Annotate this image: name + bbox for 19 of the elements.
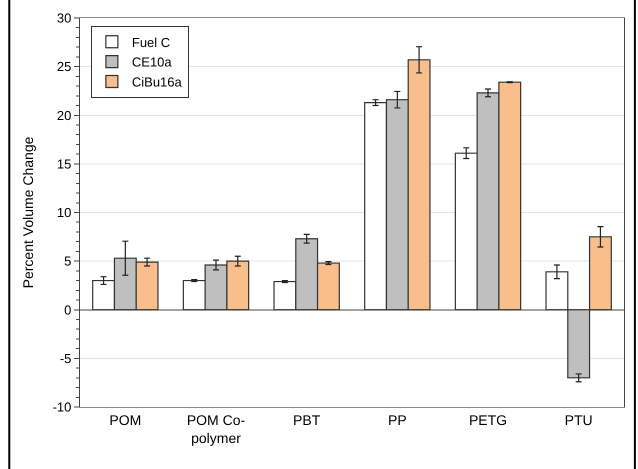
x-tick-label: PP: [388, 412, 407, 428]
y-tick-label: 15: [56, 156, 72, 172]
legend-label: Fuel C: [132, 34, 170, 50]
legend-label: CE10a: [132, 54, 172, 70]
y-tick-label: -5: [60, 350, 72, 366]
x-tick-label: PETG: [468, 412, 508, 428]
y-axis-title: Percent Volume Change: [20, 136, 36, 288]
y-tick-label: 0: [64, 302, 72, 318]
x-tick-label: PBT: [293, 412, 321, 428]
x-tick-label: PTU: [564, 412, 593, 428]
y-tick-label: 30: [56, 10, 72, 26]
x-tick-label: POM Co- polymer: [186, 412, 246, 446]
legend-label: CiBu16a: [132, 74, 183, 90]
y-tick-label: 5: [64, 254, 72, 269]
x-tick-label: POM: [109, 412, 142, 428]
y-tick-label: 25: [56, 59, 72, 74]
y-tick-label: 20: [56, 108, 72, 123]
y-tick-label: 10: [56, 205, 72, 220]
y-tick-label: -10: [52, 400, 72, 415]
